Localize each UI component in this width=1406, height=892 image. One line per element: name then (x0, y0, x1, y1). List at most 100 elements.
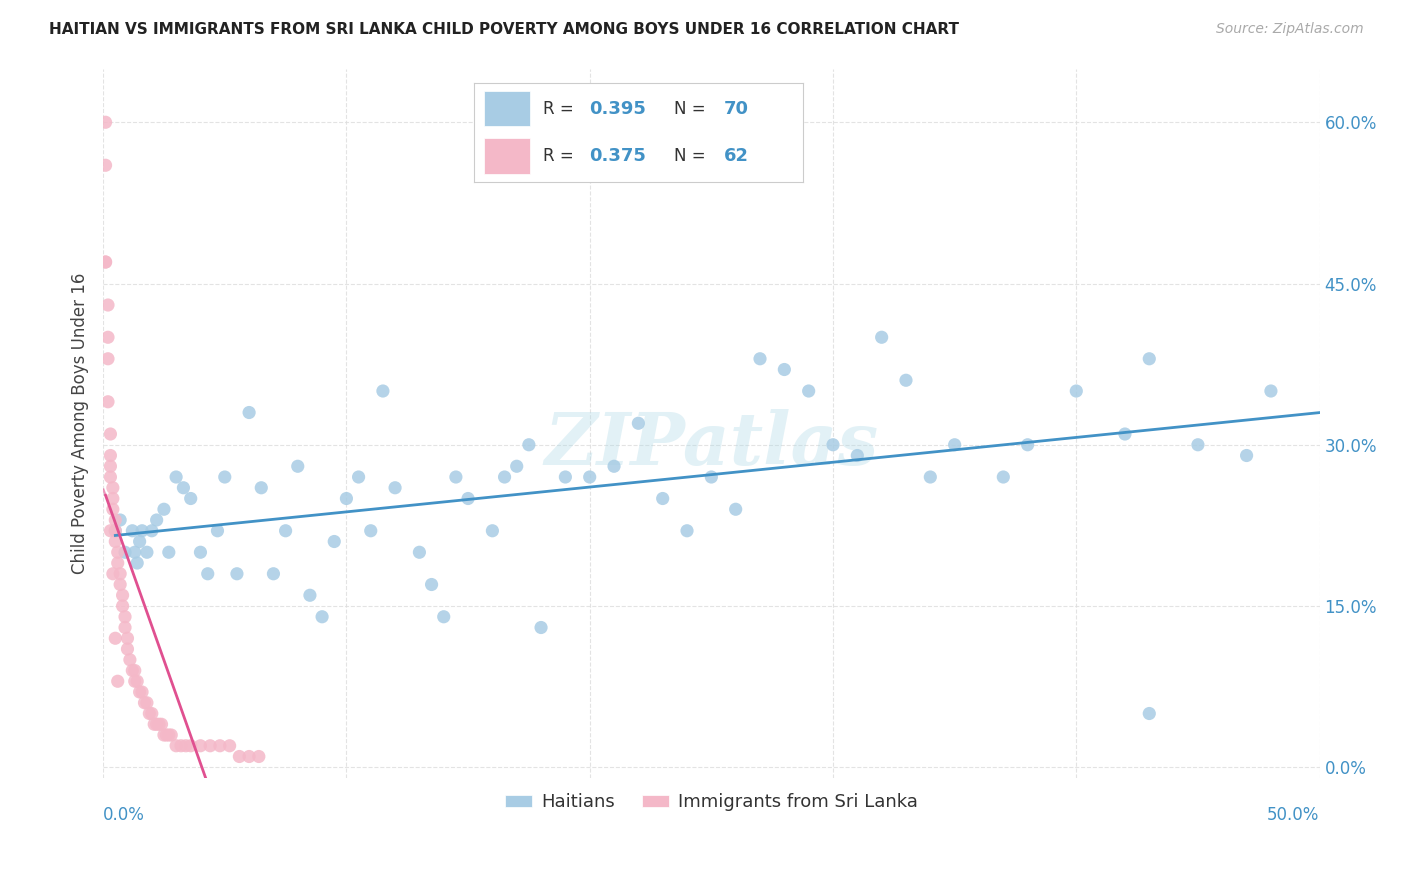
Point (97, 330, 120, 344)
Point (773, 362, 796, 376)
Point (127, 556, 149, 570)
Point (724, 502, 747, 516)
Point (250, 481, 273, 495)
Point (627, 417, 650, 431)
Point (118, 653, 141, 667)
Point (287, 459, 309, 474)
Point (94, 115, 117, 129)
Point (131, 524, 153, 538)
Point (114, 620, 136, 634)
Point (145, 513, 167, 527)
Point (124, 545, 146, 559)
Point (228, 749, 250, 764)
Point (554, 470, 576, 484)
Point (298, 588, 321, 602)
Point (578, 470, 600, 484)
Point (894, 373, 917, 387)
Point (121, 524, 143, 538)
Point (262, 566, 284, 581)
Point (124, 664, 146, 678)
Point (141, 706, 163, 721)
Point (114, 545, 136, 559)
Point (420, 577, 443, 591)
Point (1236, 449, 1258, 463)
Point (157, 728, 180, 742)
Point (190, 739, 212, 753)
Point (218, 739, 240, 753)
Point (207, 524, 229, 538)
Point (517, 438, 540, 452)
Point (311, 609, 333, 624)
Point (274, 524, 297, 538)
Point (323, 534, 346, 549)
Point (114, 609, 136, 624)
Point (165, 739, 187, 753)
Point (117, 632, 139, 646)
Point (1137, 706, 1160, 721)
Point (101, 502, 124, 516)
Point (153, 728, 176, 742)
Point (238, 405, 260, 419)
Point (165, 470, 187, 484)
Point (135, 545, 157, 559)
Point (141, 524, 163, 538)
Point (143, 717, 166, 731)
Point (797, 384, 820, 398)
Point (457, 491, 479, 506)
Point (603, 459, 626, 474)
Point (1064, 384, 1087, 398)
Point (104, 524, 127, 538)
Point (371, 384, 394, 398)
Point (108, 566, 131, 581)
Legend: Haitians, Immigrants from Sri Lanka: Haitians, Immigrants from Sri Lanka (498, 786, 925, 819)
Point (117, 642, 139, 657)
Point (1187, 438, 1209, 452)
Point (150, 717, 173, 731)
Point (107, 674, 129, 689)
Point (920, 470, 942, 484)
Point (190, 545, 212, 559)
Point (408, 545, 430, 559)
Point (1137, 351, 1160, 366)
Point (134, 696, 156, 710)
Point (1017, 438, 1039, 452)
Point (104, 632, 127, 646)
Y-axis label: Child Poverty Among Boys Under 16: Child Poverty Among Boys Under 16 (72, 273, 89, 574)
Point (153, 502, 176, 516)
Point (1114, 427, 1136, 442)
Point (208, 739, 231, 753)
Point (160, 728, 183, 742)
Point (1260, 384, 1282, 398)
Point (821, 438, 844, 452)
Point (226, 566, 249, 581)
Point (100, 470, 122, 484)
Point (993, 470, 1015, 484)
Point (128, 534, 150, 549)
Point (100, 449, 122, 463)
Point (676, 524, 699, 538)
Point (238, 749, 260, 764)
Point (197, 566, 219, 581)
Point (100, 524, 122, 538)
Point (111, 599, 134, 613)
Point (444, 470, 467, 484)
Point (97, 298, 120, 312)
Point (214, 470, 236, 484)
Point (651, 491, 673, 506)
Point (100, 459, 122, 474)
Point (347, 470, 370, 484)
Point (135, 696, 157, 710)
Point (247, 749, 270, 764)
Point (170, 739, 193, 753)
Point (101, 566, 124, 581)
Point (104, 513, 127, 527)
Point (128, 685, 150, 699)
Point (145, 717, 167, 731)
Point (94, 158, 117, 172)
Point (180, 739, 202, 753)
Point (172, 481, 194, 495)
Point (121, 664, 143, 678)
Point (111, 588, 134, 602)
Point (97, 394, 120, 409)
Point (131, 685, 153, 699)
